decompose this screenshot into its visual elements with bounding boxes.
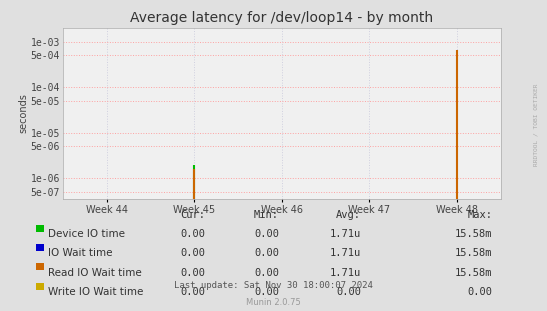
Text: Cur:: Cur:	[180, 210, 205, 220]
Text: 1.71u: 1.71u	[330, 268, 361, 278]
Text: 0.00: 0.00	[467, 287, 492, 297]
Text: 0.00: 0.00	[254, 287, 279, 297]
Text: Min:: Min:	[254, 210, 279, 220]
Text: IO Wait time: IO Wait time	[48, 248, 113, 258]
Text: 1.71u: 1.71u	[330, 229, 361, 239]
Text: 0.00: 0.00	[254, 248, 279, 258]
Text: 0.00: 0.00	[336, 287, 361, 297]
Y-axis label: seconds: seconds	[18, 94, 28, 133]
Text: 15.58m: 15.58m	[455, 229, 492, 239]
Text: 0.00: 0.00	[180, 268, 205, 278]
Title: Average latency for /dev/loop14 - by month: Average latency for /dev/loop14 - by mon…	[130, 12, 433, 26]
Text: Last update: Sat Nov 30 18:00:07 2024: Last update: Sat Nov 30 18:00:07 2024	[174, 281, 373, 290]
Text: 15.58m: 15.58m	[455, 248, 492, 258]
Text: Munin 2.0.75: Munin 2.0.75	[246, 298, 301, 307]
Text: Device IO time: Device IO time	[48, 229, 125, 239]
Text: RRDTOOL / TOBI OETIKER: RRDTOOL / TOBI OETIKER	[534, 83, 539, 166]
Text: Read IO Wait time: Read IO Wait time	[48, 268, 142, 278]
Text: 15.58m: 15.58m	[455, 268, 492, 278]
Text: 0.00: 0.00	[180, 248, 205, 258]
Text: 1.71u: 1.71u	[330, 248, 361, 258]
Text: Max:: Max:	[467, 210, 492, 220]
Text: 0.00: 0.00	[180, 287, 205, 297]
Text: 0.00: 0.00	[254, 229, 279, 239]
Text: 0.00: 0.00	[180, 229, 205, 239]
Text: Write IO Wait time: Write IO Wait time	[48, 287, 143, 297]
Text: Avg:: Avg:	[336, 210, 361, 220]
Text: 0.00: 0.00	[254, 268, 279, 278]
